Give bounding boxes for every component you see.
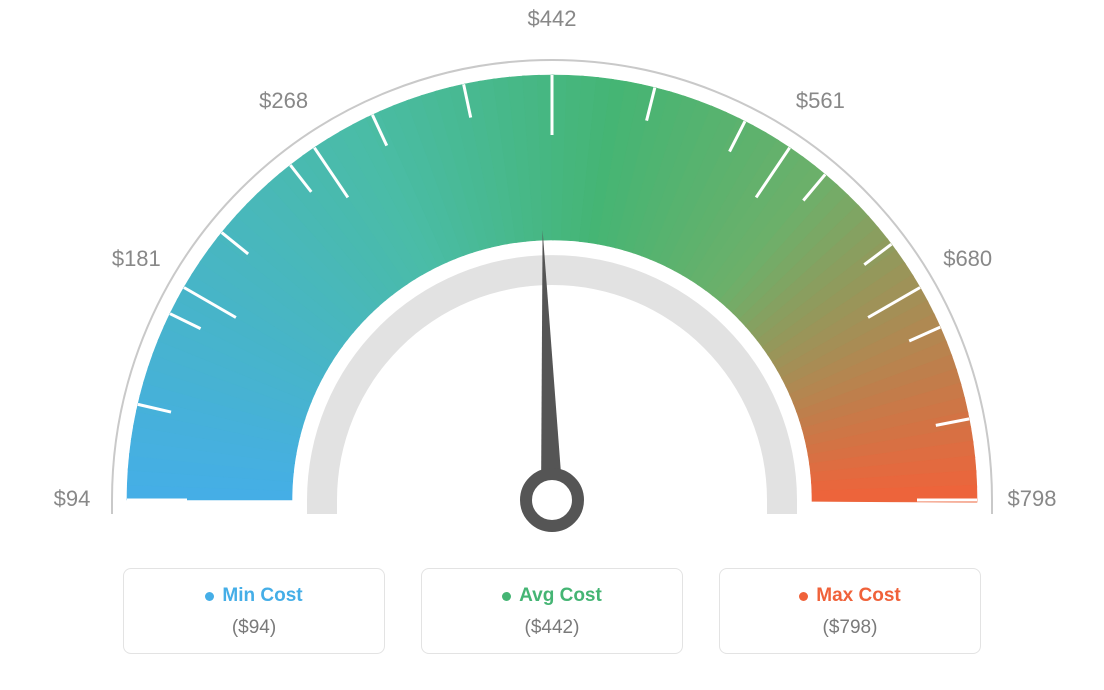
cost-gauge: $94 $181 $268 $442 $561 $680 $798 (0, 0, 1104, 560)
legend-title-max: Max Cost (799, 585, 900, 607)
legend-value-min: ($94) (124, 617, 384, 639)
legend-title-min: Min Cost (205, 585, 302, 607)
gauge-tick-label: $798 (1008, 486, 1057, 511)
legend-label-min: Min Cost (222, 585, 302, 607)
legend-box-min: Min Cost ($94) (123, 568, 385, 654)
gauge-needle-base (526, 474, 578, 526)
gauge-tick-label: $268 (259, 88, 308, 113)
gauge-tick-label: $94 (54, 486, 91, 511)
legend-box-max: Max Cost ($798) (719, 568, 981, 654)
dot-avg (502, 592, 511, 601)
gauge-tick-label: $181 (112, 246, 161, 271)
legend-value-avg: ($442) (422, 617, 682, 639)
legend-box-avg: Avg Cost ($442) (421, 568, 683, 654)
gauge-svg: $94 $181 $268 $442 $561 $680 $798 (0, 0, 1104, 560)
legend-label-max: Max Cost (816, 585, 900, 607)
gauge-tick-label: $561 (796, 88, 845, 113)
dot-max (799, 592, 808, 601)
legend-row: Min Cost ($94) Avg Cost ($442) Max Cost … (0, 568, 1104, 654)
gauge-tick-label: $680 (943, 246, 992, 271)
dot-min (205, 592, 214, 601)
legend-title-avg: Avg Cost (502, 585, 602, 607)
legend-value-max: ($798) (720, 617, 980, 639)
gauge-tick-label: $442 (528, 6, 577, 31)
legend-label-avg: Avg Cost (519, 585, 602, 607)
